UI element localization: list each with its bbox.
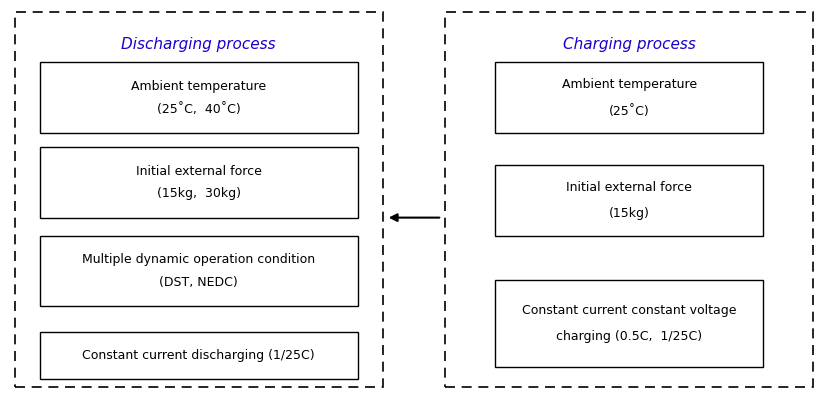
Text: charging (0.5C,  1/25C): charging (0.5C, 1/25C) <box>556 330 701 343</box>
Text: Initial external force: Initial external force <box>566 181 691 194</box>
Text: Ambient temperature: Ambient temperature <box>131 80 266 93</box>
Text: (25˚C): (25˚C) <box>608 104 649 118</box>
Text: (DST, NEDC): (DST, NEDC) <box>159 276 238 289</box>
Text: Constant current constant voltage: Constant current constant voltage <box>521 303 736 317</box>
Text: Constant current discharging (1/25C): Constant current discharging (1/25C) <box>83 349 314 362</box>
Text: Ambient temperature: Ambient temperature <box>561 78 696 91</box>
FancyBboxPatch shape <box>495 280 762 367</box>
Text: (25˚C,  40˚C): (25˚C, 40˚C) <box>156 102 241 116</box>
Text: (15kg,  30kg): (15kg, 30kg) <box>156 187 241 200</box>
Text: Initial external force: Initial external force <box>136 164 261 178</box>
Text: (15kg): (15kg) <box>608 207 649 220</box>
Text: Charging process: Charging process <box>562 37 695 52</box>
Text: Multiple dynamic operation condition: Multiple dynamic operation condition <box>82 253 315 266</box>
FancyBboxPatch shape <box>40 62 357 133</box>
FancyBboxPatch shape <box>495 62 762 133</box>
FancyBboxPatch shape <box>495 165 762 236</box>
FancyBboxPatch shape <box>40 236 357 306</box>
FancyBboxPatch shape <box>40 332 357 379</box>
Text: Discharging process: Discharging process <box>122 37 275 52</box>
FancyBboxPatch shape <box>40 147 357 218</box>
